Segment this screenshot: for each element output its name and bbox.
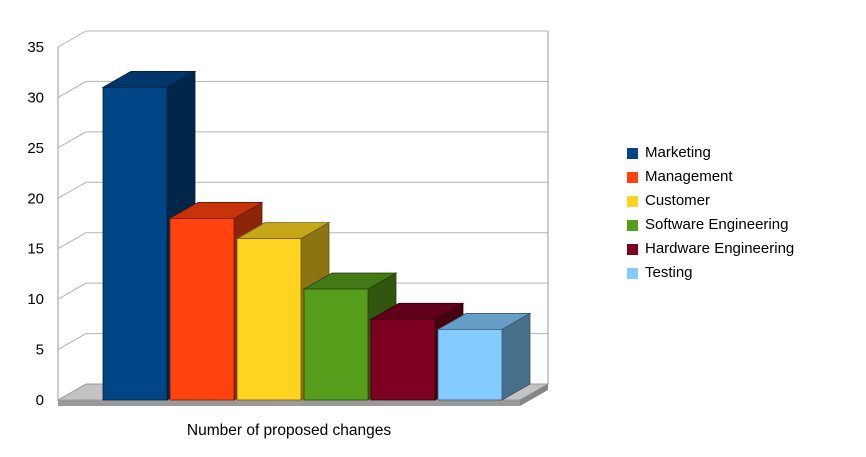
legend: Marketing Management Customer Software E…	[627, 145, 794, 281]
legend-swatch-hardware-engineering	[627, 243, 638, 255]
y-tick-label: 25	[27, 140, 44, 157]
bar-testing	[436, 312, 532, 401]
legend-item-marketing: Marketing	[627, 145, 794, 161]
y-tick-label: 15	[27, 241, 44, 258]
y-tick-label: 10	[27, 291, 44, 308]
legend-label-software-engineering: Software Engineering	[645, 216, 789, 233]
legend-label-testing: Testing	[645, 264, 693, 281]
y-tick-label: 0	[36, 392, 44, 409]
y-tick-label: 35	[27, 39, 44, 56]
legend-swatch-testing	[627, 267, 638, 279]
x-axis-title: Number of proposed changes	[186, 422, 392, 439]
legend-item-hardware-engineering: Hardware Engineering	[627, 241, 794, 257]
legend-item-software-engineering: Software Engineering	[627, 217, 794, 233]
legend-item-management: Management	[627, 169, 794, 185]
legend-label-hardware-engineering: Hardware Engineering	[645, 240, 795, 257]
legend-item-testing: Testing	[627, 265, 794, 281]
legend-swatch-customer	[627, 195, 638, 207]
legend-swatch-software-engineering	[627, 219, 638, 231]
legend-label-customer: Customer	[645, 192, 711, 209]
y-tick-label: 20	[27, 190, 44, 207]
y-tick-label: 30	[27, 89, 44, 106]
y-axis-tick-labels: 0 5 10 15 20 25 30 35	[27, 39, 44, 409]
legend-swatch-marketing	[627, 147, 638, 159]
legend-swatch-management	[627, 171, 638, 183]
legend-label-marketing: Marketing	[645, 144, 711, 161]
legend-item-customer: Customer	[627, 193, 794, 209]
legend-label-management: Management	[645, 168, 733, 185]
y-tick-label: 5	[36, 342, 44, 359]
